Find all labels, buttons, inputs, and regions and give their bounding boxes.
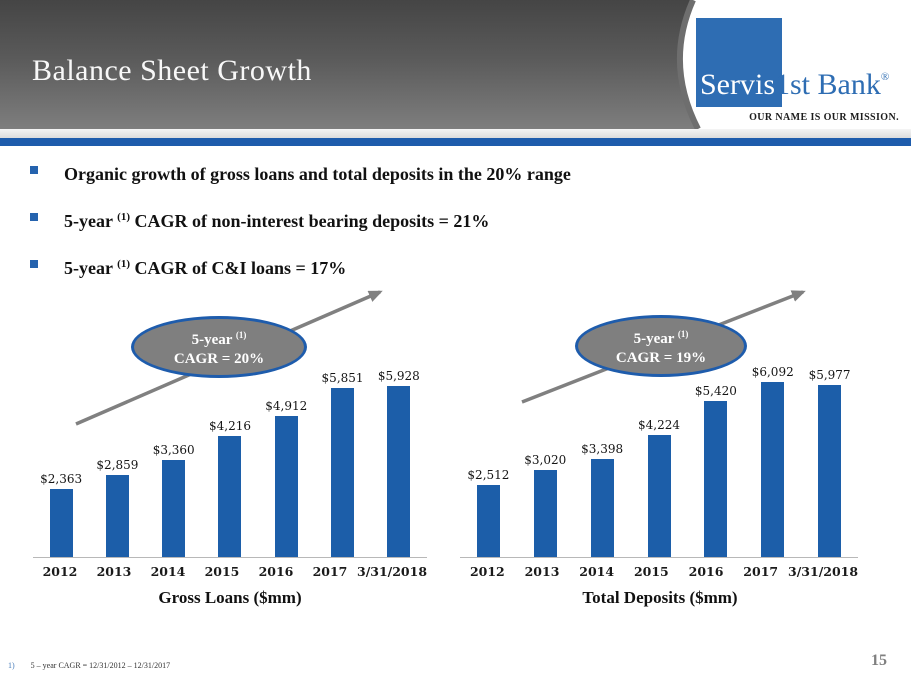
- bar-column: $2,512: [460, 468, 517, 557]
- x-axis-label: 2012: [469, 564, 505, 579]
- page-title: Balance Sheet Growth: [32, 54, 312, 87]
- logo-text-servis: Servis: [700, 68, 775, 101]
- bar-column: $2,363: [33, 472, 89, 557]
- bar: [162, 460, 186, 557]
- bar-column: $3,398: [574, 442, 631, 557]
- bullet-item-ci-loans-cagr: 5-year (1) CAGR of C&I loans = 17%: [30, 254, 870, 278]
- cagr-line2: CAGR = 20%: [173, 350, 265, 367]
- bar-column: $5,851: [314, 371, 370, 557]
- chart-title: Gross Loans ($mm): [158, 588, 302, 607]
- chart-title: Total Deposits ($mm): [582, 588, 738, 607]
- x-axis-label: 3/31/2018: [357, 564, 428, 579]
- bullet-square-icon: [30, 260, 38, 268]
- header-blue-stripe: [0, 138, 911, 146]
- bar-value-label: $3,398: [581, 442, 624, 456]
- x-axis: 2012 2013 2014 2015 2016 2017 3/31/2018: [460, 564, 858, 579]
- x-axis-label: 2015: [633, 564, 669, 579]
- x-axis-label: 2016: [688, 564, 724, 579]
- bar: [274, 416, 298, 557]
- bar: [647, 435, 671, 557]
- bar-column: $6,092: [744, 365, 801, 557]
- bar-value-label: $5,928: [377, 369, 420, 383]
- bar-value-label: $5,851: [321, 371, 364, 385]
- x-axis: 2012 2013 2014 2015 2016 2017 3/31/2018: [33, 564, 427, 579]
- page-number: 15: [871, 652, 887, 669]
- cagr-annotation: 5-year (1) CAGR = 20%: [131, 316, 307, 378]
- bullet-item-deposits-cagr: 5-year (1) CAGR of non-interest bearing …: [30, 207, 870, 231]
- x-axis-label: 2013: [524, 564, 560, 579]
- bar-value-label: $2,363: [40, 472, 83, 486]
- bar-column: $3,020: [517, 453, 574, 557]
- cagr-line1: 5-year (1): [633, 328, 689, 347]
- bar-value-label: $2,512: [467, 468, 510, 482]
- footnote-marker: 1): [8, 661, 15, 670]
- bar-value-label: $3,360: [152, 443, 195, 457]
- cagr-annotation: 5-year (1) CAGR = 19%: [575, 315, 747, 377]
- x-axis-label: 2013: [96, 564, 132, 579]
- x-axis-label: 2015: [204, 564, 240, 579]
- bar-plot: $2,512 $3,020 $3,398 $4,224 $5,420 $6,092 $5,9…: [460, 282, 858, 558]
- bar-column: $4,224: [631, 418, 688, 557]
- bar-value-label: $4,224: [638, 418, 680, 432]
- bar: [331, 388, 355, 557]
- bullet-text: Organic growth of gross loans and total …: [64, 164, 571, 184]
- bar-column: $5,928: [371, 369, 427, 557]
- bar: [218, 436, 242, 557]
- gross-loans-chart: 5-year (1) CAGR = 20% $2,363 $2,859 $3,360…: [28, 282, 448, 616]
- bar: [818, 385, 842, 557]
- bullet-square-icon: [30, 166, 38, 174]
- x-axis-label: 2017: [312, 564, 348, 579]
- logo-text-1stbank: 1st Bank: [775, 68, 881, 101]
- bar-column: $5,420: [687, 384, 744, 557]
- x-axis-label: 2012: [42, 564, 78, 579]
- bank-logo: Servis1st Bank® OUR NAME IS OUR MISSION.: [696, 0, 911, 129]
- bar: [476, 485, 500, 557]
- bar: [590, 459, 614, 557]
- bullet-item-organic-growth: Organic growth of gross loans and total …: [30, 160, 870, 184]
- cagr-line1: 5-year (1): [191, 329, 247, 348]
- bar-column: $4,912: [258, 399, 314, 557]
- cagr-line2: CAGR = 19%: [615, 349, 707, 366]
- bar-value-label: $4,216: [208, 419, 251, 433]
- bar-value-label: $2,859: [96, 458, 139, 472]
- bullet-square-icon: [30, 213, 38, 221]
- logo-blue-square: [696, 18, 782, 107]
- bar: [387, 386, 411, 557]
- bar-column: $3,360: [146, 443, 202, 557]
- x-axis-label: 2017: [743, 564, 779, 579]
- bar-column: $4,216: [202, 419, 258, 557]
- bar-column: $5,977: [801, 368, 858, 557]
- bar-value-label: $5,977: [808, 368, 851, 382]
- logo-wordmark: Servis1st Bank®: [700, 68, 889, 102]
- footnote-text: 5 – year CAGR = 12/31/2012 – 12/31/2017: [30, 661, 171, 670]
- bar-value-label: $6,092: [751, 365, 794, 379]
- footnote: 1) 5 – year CAGR = 12/31/2012 – 12/31/201…: [8, 661, 170, 670]
- bar: [533, 470, 557, 557]
- bar: [105, 475, 129, 557]
- bullet-text: 5-year (1) CAGR of non-interest bearing …: [64, 211, 490, 231]
- bullet-list: Organic growth of gross loans and total …: [30, 160, 870, 301]
- bar: [761, 382, 785, 557]
- x-axis-label: 2014: [579, 564, 615, 579]
- logo-tagline: OUR NAME IS OUR MISSION.: [749, 112, 899, 123]
- bullet-text: 5-year (1) CAGR of C&I loans = 17%: [64, 258, 347, 278]
- bar-value-label: $3,020: [524, 453, 567, 467]
- bar: [49, 489, 73, 557]
- bar-column: $2,859: [89, 458, 145, 557]
- header-gray-stripe: [0, 129, 911, 138]
- total-deposits-chart: 5-year (1) CAGR = 19% $2,512 $3,020 $3,398…: [458, 282, 878, 616]
- bar-value-label: $4,912: [265, 399, 308, 413]
- x-axis-label: 3/31/2018: [788, 564, 859, 579]
- x-axis-label: 2016: [258, 564, 294, 579]
- x-axis-label: 2014: [150, 564, 186, 579]
- bar: [704, 401, 728, 557]
- bar-value-label: $5,420: [694, 384, 737, 398]
- registered-mark: ®: [880, 71, 890, 83]
- bar-plot: $2,363 $2,859 $3,360 $4,216 $4,912 $5,851 $5,9…: [33, 282, 427, 558]
